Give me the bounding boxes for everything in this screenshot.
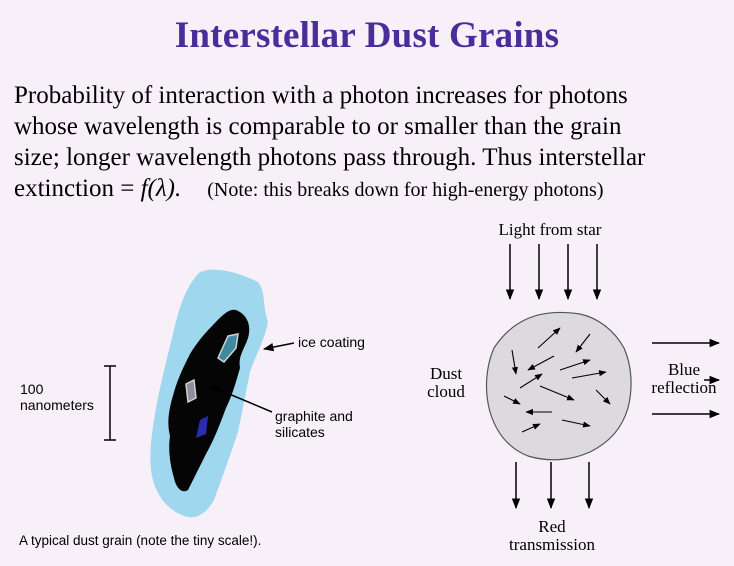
scale-label-unit: nanometers xyxy=(20,397,94,413)
red-transmission-label: Red transmission xyxy=(496,518,608,554)
inclusion-gray xyxy=(185,378,197,404)
scattering-arrows xyxy=(503,327,611,433)
slide-title: Interstellar Dust Grains xyxy=(174,15,560,56)
red-transmission-line-2: transmission xyxy=(509,535,595,554)
grain-caption: A typical dust grain (note the tiny scal… xyxy=(19,533,262,548)
ice-coating-pointer xyxy=(262,342,295,352)
graphite-label-line-2: silicates xyxy=(275,424,325,440)
scale-bar xyxy=(104,365,116,441)
extinction-prefix: extinction = xyxy=(14,175,141,202)
light-from-star-label: Light from star xyxy=(498,220,602,239)
transmission-arrows xyxy=(511,462,594,510)
dust-cloud-shape xyxy=(485,311,632,461)
body-line-3: size; longer wavelength photons pass thr… xyxy=(14,144,646,171)
graphite-label-line-1: graphite and xyxy=(275,408,353,424)
graphite-pointer xyxy=(209,385,273,413)
incoming-light-arrows xyxy=(505,244,602,301)
extinction-function: f(λ). xyxy=(140,175,182,202)
high-energy-note: (Note: this breaks down for high-energy … xyxy=(207,179,604,201)
body-line-1: Probability of interaction with a photon… xyxy=(14,82,628,109)
dust-cloud-label-line-2: cloud xyxy=(427,382,465,401)
blue-reflection-line-1: Blue xyxy=(667,360,701,379)
graphite-label: graphite and silicates xyxy=(275,408,353,440)
blue-reflection-line-2: reflection xyxy=(651,378,717,397)
body-line-2: whose wavelength is comparable to or sma… xyxy=(14,113,622,140)
scale-label: 100 nanometers xyxy=(20,381,94,413)
scale-label-value: 100 xyxy=(20,381,44,397)
dust-cloud-label: Dust cloud xyxy=(418,365,474,401)
slide-body-text: Probability of interaction with a photon… xyxy=(14,80,726,206)
ice-coating-label: ice coating xyxy=(298,334,365,350)
inclusion-blue xyxy=(196,416,208,438)
blue-reflection-label: Blue reflection xyxy=(642,361,726,397)
reflection-arrows xyxy=(652,338,721,419)
body-line-4: extinction = f(λ). (Note: this breaks dow… xyxy=(14,173,726,206)
dust-cloud-label-line-1: Dust xyxy=(429,364,463,383)
dust-grain-illustration xyxy=(150,269,268,518)
red-transmission-line-1: Red xyxy=(538,517,566,536)
inclusion-teal xyxy=(217,333,239,363)
